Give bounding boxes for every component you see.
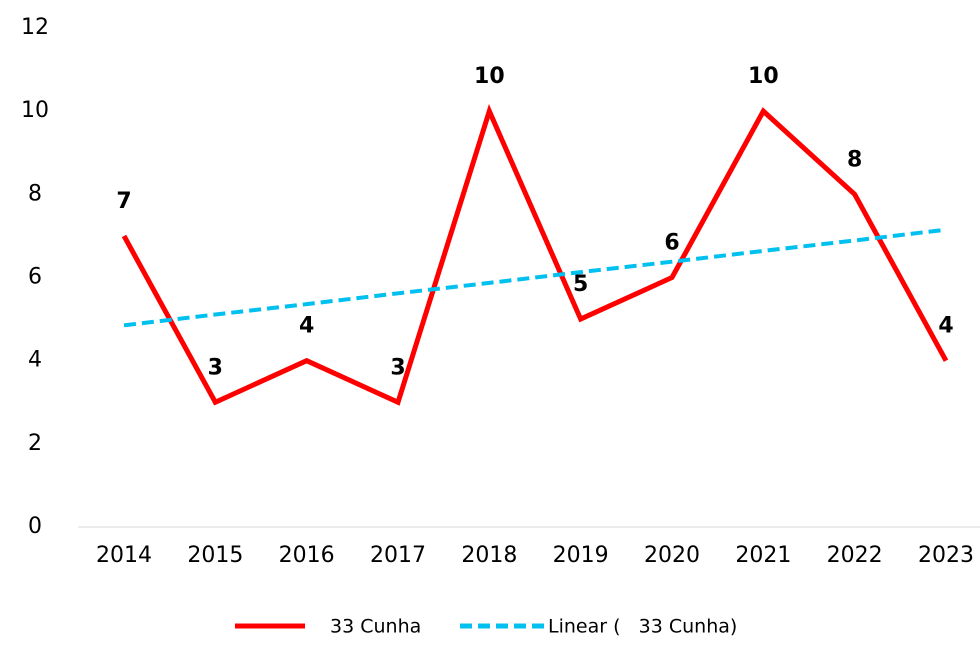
- legend-label: 33 Cunha: [330, 616, 421, 638]
- x-tick-label: 2017: [370, 543, 426, 568]
- y-tick-label: 8: [28, 181, 42, 206]
- y-tick-label: 12: [21, 15, 49, 40]
- x-tick-label: 2014: [96, 543, 152, 568]
- y-tick-label: 2: [28, 431, 42, 456]
- x-tick-label: 2018: [461, 543, 517, 568]
- x-tick-label: 2019: [553, 543, 609, 568]
- y-tick-label: 4: [28, 348, 42, 373]
- x-tick-label: 2020: [644, 543, 700, 568]
- data-label: 8: [847, 147, 862, 172]
- data-label: 10: [474, 64, 505, 89]
- y-tick-label: 10: [21, 98, 49, 123]
- y-tick-label: 0: [28, 514, 42, 539]
- data-label: 5: [573, 272, 588, 297]
- x-tick-label: 2023: [918, 543, 974, 568]
- trend-line: [123, 227, 947, 328]
- x-tick-label: 2022: [827, 543, 883, 568]
- data-label: 3: [208, 355, 223, 380]
- x-tick-label: 2015: [187, 543, 243, 568]
- data-label: 10: [748, 64, 779, 89]
- data-label: 3: [390, 355, 405, 380]
- x-tick-label: 2016: [279, 543, 335, 568]
- legend-label: Linear ( 33 Cunha): [548, 616, 737, 638]
- data-label: 4: [299, 314, 314, 339]
- data-line: [121, 104, 949, 406]
- y-tick-label: 6: [28, 265, 42, 290]
- data-label: 7: [116, 189, 131, 214]
- data-label: 4: [938, 314, 953, 339]
- x-tick-label: 2021: [735, 543, 791, 568]
- data-label: 6: [664, 231, 679, 256]
